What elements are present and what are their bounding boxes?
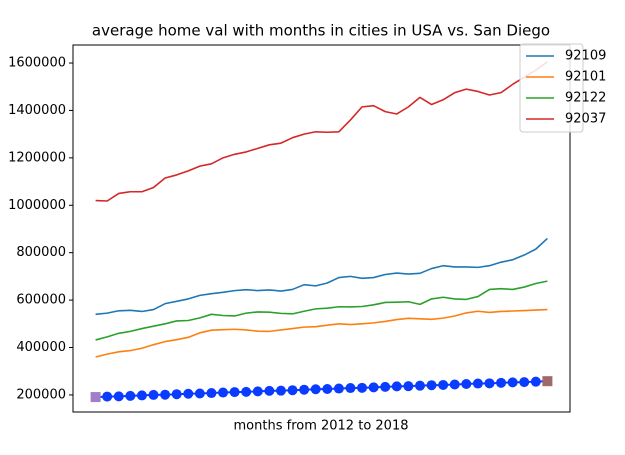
data-point [519, 377, 530, 388]
end-marker [542, 376, 553, 387]
data-point [218, 387, 229, 398]
data-point [484, 378, 495, 389]
legend-label: 92109 [565, 49, 606, 64]
start-marker [90, 392, 101, 403]
data-point [449, 379, 460, 390]
y-tick-label: 600000 [16, 293, 66, 308]
data-point [333, 383, 344, 394]
data-point [391, 381, 402, 392]
data-point [414, 380, 425, 391]
data-point [136, 390, 147, 401]
chart-title: average home val with months in cities i… [92, 22, 550, 40]
series-line [95, 61, 548, 202]
axes-frame [72, 44, 571, 413]
data-point [241, 386, 252, 397]
data-point [287, 385, 298, 396]
data-point [368, 382, 379, 393]
y-tick-label: 1600000 [8, 56, 66, 71]
y-tick-label: 400000 [16, 340, 66, 355]
data-point [507, 377, 518, 388]
data-point [299, 384, 310, 395]
data-point [102, 391, 113, 402]
series-line [95, 308, 548, 358]
legend-box [519, 43, 584, 133]
data-point [345, 383, 356, 394]
y-tick-label: 1200000 [8, 150, 66, 165]
data-point [171, 389, 182, 400]
data-point [148, 389, 159, 400]
y-tick-label: 200000 [16, 387, 66, 402]
data-point [438, 379, 449, 390]
series-line [95, 237, 548, 316]
plot-area [90, 61, 553, 403]
data-point [426, 380, 437, 391]
data-point [264, 385, 275, 396]
data-point [403, 381, 414, 392]
legend-label: 92037 [565, 112, 606, 127]
legend: 92109 92101 92122 92037 [519, 43, 606, 133]
data-point [461, 379, 472, 390]
data-point [160, 389, 171, 400]
data-point [252, 386, 263, 397]
series-line [95, 280, 548, 341]
data-point [357, 382, 368, 393]
series-line [95, 380, 548, 399]
data-point [183, 388, 194, 399]
data-point [322, 384, 333, 395]
x-axis-label: months from 2012 to 2018 [234, 419, 409, 434]
data-point [310, 384, 321, 395]
data-point [194, 388, 205, 399]
data-point [530, 376, 541, 387]
data-point [229, 387, 240, 398]
y-tick-label: 800000 [16, 245, 66, 260]
data-point [472, 378, 483, 389]
data-point [380, 381, 391, 392]
data-point [496, 377, 507, 388]
y-tick-label: 1400000 [8, 103, 66, 118]
data-point [275, 385, 286, 396]
y-tick-label: 1000000 [8, 198, 66, 213]
data-point [113, 391, 124, 402]
data-point [206, 388, 217, 399]
data-point [125, 390, 136, 401]
legend-label: 92101 [565, 70, 606, 85]
legend-label: 92122 [565, 91, 606, 106]
